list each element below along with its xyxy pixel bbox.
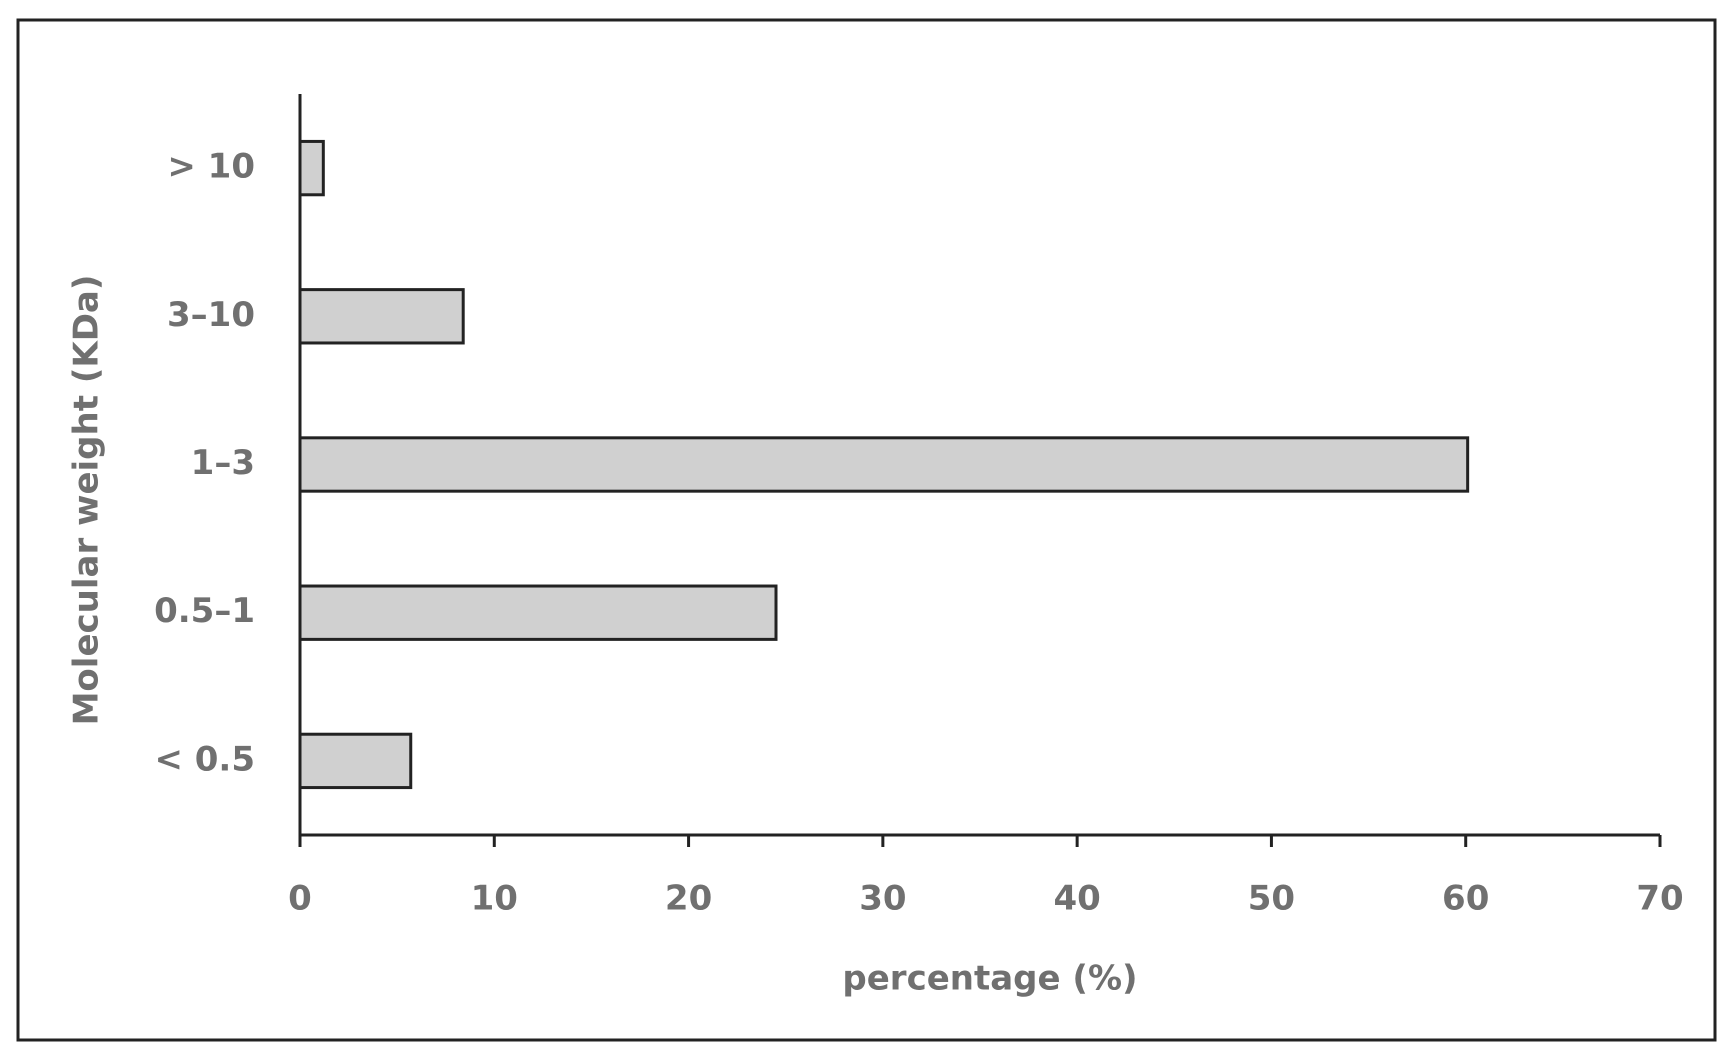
x-tick-label: 10 bbox=[471, 879, 518, 919]
x-axis-title: percentage (%) bbox=[842, 959, 1137, 999]
y-tick-label: 1–3 bbox=[191, 443, 255, 483]
x-tick-label: 0 bbox=[288, 879, 312, 919]
bar bbox=[298, 436, 1470, 493]
y-tick-label: 0.5–1 bbox=[154, 591, 255, 631]
y-tick-label: < 0.5 bbox=[154, 739, 255, 779]
bar bbox=[298, 584, 778, 641]
y-tick-label: > 10 bbox=[167, 147, 255, 187]
x-tick-label: 20 bbox=[665, 879, 712, 919]
x-tick-label: 60 bbox=[1442, 879, 1489, 919]
x-tick-label: 50 bbox=[1248, 879, 1295, 919]
bar bbox=[298, 288, 465, 345]
bar bbox=[298, 139, 325, 197]
x-tick-label: 70 bbox=[1636, 879, 1683, 919]
y-tick-label: 3–10 bbox=[167, 295, 255, 335]
x-tick-label: 40 bbox=[1053, 879, 1100, 919]
x-tick-label: 30 bbox=[859, 879, 906, 919]
bar bbox=[298, 732, 413, 790]
y-axis-title: Molecular weight (KDa) bbox=[67, 275, 107, 726]
